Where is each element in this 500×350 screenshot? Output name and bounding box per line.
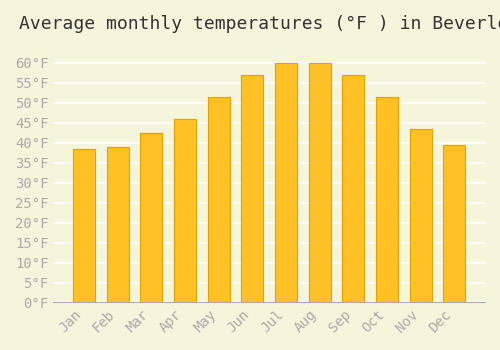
Bar [208,97,230,302]
Bar [106,147,128,302]
Bar [410,129,432,302]
Bar [275,63,297,302]
Bar [140,133,162,302]
Bar [444,145,466,302]
Bar [242,75,264,302]
Bar [73,149,95,302]
Title: Average monthly temperatures (°F ) in Beverley: Average monthly temperatures (°F ) in Be… [19,15,500,33]
Bar [309,63,330,302]
Bar [342,75,364,302]
Bar [174,119,196,302]
Bar [376,97,398,302]
